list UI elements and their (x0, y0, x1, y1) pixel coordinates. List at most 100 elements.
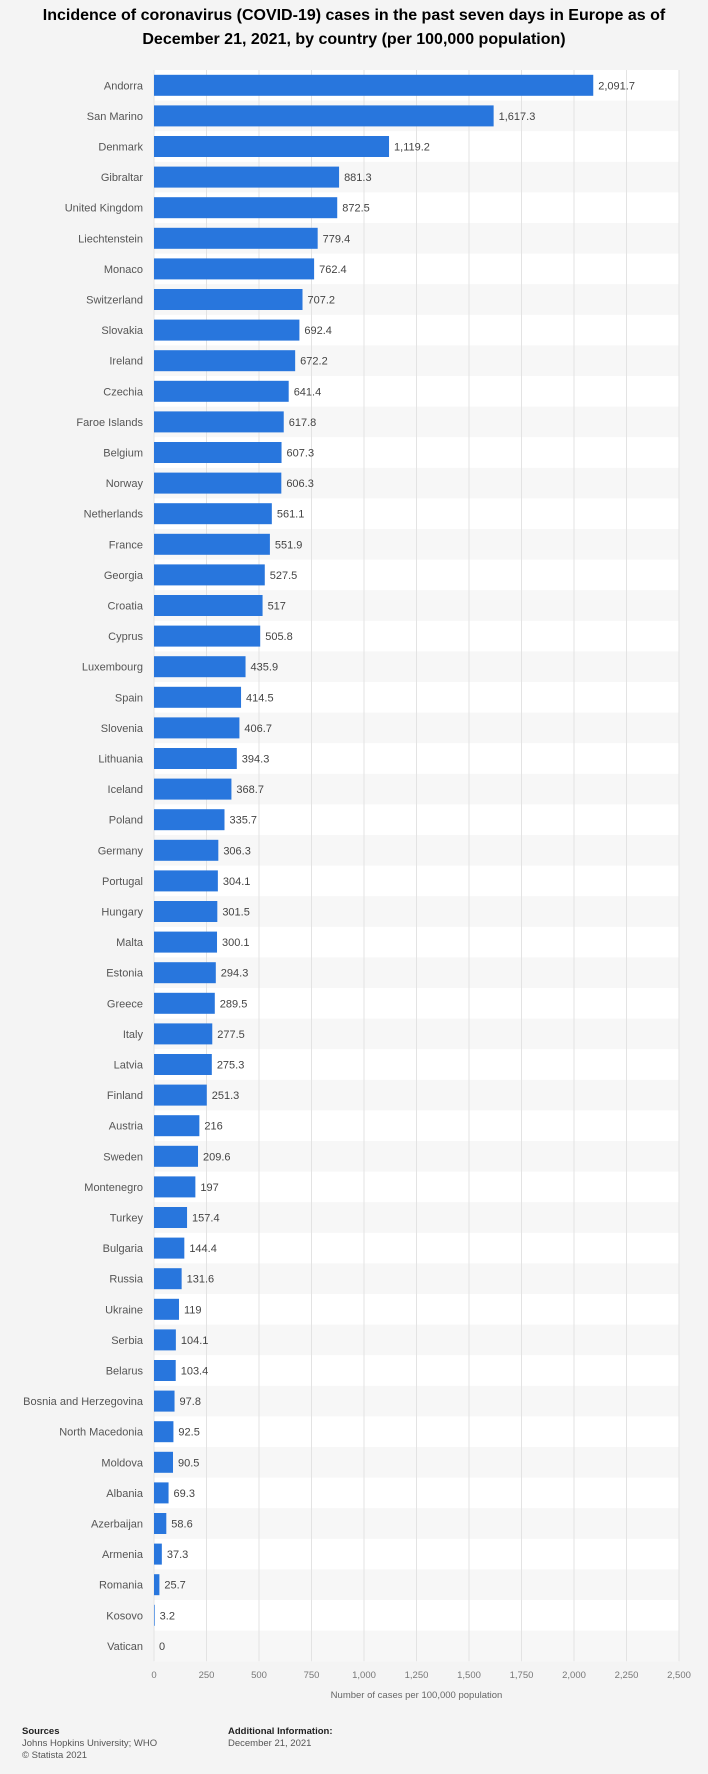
value-label: 607.3 (287, 448, 315, 460)
value-label: 90.5 (178, 1457, 199, 1469)
value-label: 551.9 (275, 539, 303, 551)
chart-title: Incidence of coronavirus (COVID-19) case… (42, 7, 666, 48)
category-label: Austria (109, 1121, 144, 1133)
x-tick-label: 750 (304, 1670, 320, 1681)
bar (154, 1482, 169, 1504)
x-tick-label: 1,000 (352, 1670, 376, 1681)
value-label: 304.1 (223, 876, 251, 888)
bar (154, 1054, 212, 1075)
category-label: Greece (107, 998, 143, 1010)
bar (154, 1298, 179, 1320)
value-label: 561.1 (277, 509, 305, 521)
category-label: Czechia (103, 386, 144, 398)
value-label: 306.3 (223, 845, 251, 857)
bar (154, 1421, 174, 1443)
bar (154, 656, 246, 678)
category-label: Vatican (107, 1641, 143, 1653)
bar (154, 1023, 213, 1045)
bar (154, 748, 237, 769)
bar (154, 778, 232, 800)
value-label: 435.9 (251, 662, 279, 674)
copyright-text: © Statista 2021 (22, 1750, 88, 1761)
bar (154, 533, 270, 555)
category-label: Finland (107, 1090, 143, 1102)
category-label: Cyprus (108, 631, 143, 643)
category-label: Russia (109, 1274, 144, 1286)
x-axis-title: Number of cases per 100,000 population (331, 1690, 503, 1701)
value-label: 2,091.7 (598, 80, 635, 92)
category-label: Bulgaria (103, 1243, 144, 1255)
value-label: 641.4 (294, 386, 322, 398)
bar (154, 1451, 174, 1473)
bar (154, 503, 272, 525)
value-label: 406.7 (244, 723, 272, 735)
x-tick-label: 1,750 (510, 1670, 534, 1681)
category-label: Poland (109, 815, 143, 827)
value-label: 1,617.3 (499, 111, 536, 123)
category-label: Ireland (109, 356, 143, 368)
category-label: Belgium (103, 448, 143, 460)
bar (154, 1574, 160, 1596)
value-label: 275.3 (217, 1060, 245, 1072)
category-label: Slovenia (101, 723, 144, 735)
category-label: Andorra (104, 80, 144, 92)
bar (154, 411, 284, 433)
x-tick-label: 250 (199, 1670, 215, 1681)
bar (154, 1268, 182, 1290)
bar (154, 136, 390, 157)
value-label: 881.3 (344, 172, 372, 184)
bar (154, 74, 594, 96)
category-label: France (109, 539, 143, 551)
category-label: Faroe Islands (76, 417, 143, 429)
category-label: Serbia (111, 1335, 144, 1347)
bar (154, 1237, 185, 1259)
category-label: Armenia (102, 1549, 144, 1561)
bar (154, 1084, 207, 1106)
value-label: 216 (204, 1121, 222, 1133)
bar (154, 227, 318, 249)
category-label: Albania (106, 1488, 144, 1500)
category-label: Malta (116, 937, 144, 949)
bar (154, 105, 494, 127)
bar (154, 564, 265, 586)
value-label: 0 (159, 1641, 165, 1653)
value-label: 394.3 (242, 754, 270, 766)
value-label: 779.4 (323, 233, 351, 245)
category-label: Moldova (101, 1457, 143, 1469)
category-label: San Marino (87, 111, 143, 123)
category-label: Azerbaijan (91, 1519, 143, 1531)
bar (154, 289, 303, 310)
bar (154, 1604, 155, 1626)
sources-heading: Sources (22, 1726, 60, 1737)
value-label: 289.5 (220, 998, 248, 1010)
category-label: Gibraltar (101, 172, 144, 184)
value-label: 692.4 (304, 325, 332, 337)
x-tick-label: 0 (151, 1670, 156, 1681)
value-label: 58.6 (171, 1519, 192, 1531)
x-tick-label: 2,250 (615, 1670, 639, 1681)
value-label: 414.5 (246, 692, 274, 704)
bar (154, 1329, 176, 1351)
bar (154, 625, 261, 647)
value-label: 144.4 (189, 1243, 217, 1255)
bar (154, 1145, 199, 1167)
value-label: 606.3 (286, 478, 314, 490)
bar (154, 992, 215, 1014)
bar (154, 1207, 188, 1228)
bar (154, 870, 218, 892)
value-label: 527.5 (270, 570, 298, 582)
category-label: Estonia (106, 968, 144, 980)
value-label: 37.3 (167, 1549, 188, 1561)
value-label: 368.7 (236, 784, 264, 796)
additional-info-heading: Additional Information: (228, 1726, 333, 1737)
category-label: United Kingdom (65, 203, 143, 215)
value-label: 209.6 (203, 1151, 231, 1163)
value-label: 294.3 (221, 968, 249, 980)
bar (154, 319, 300, 341)
value-label: 1,119.2 (394, 142, 430, 154)
value-label: 505.8 (265, 631, 293, 643)
bar (154, 472, 282, 494)
bar (154, 1176, 196, 1198)
sources-text: Johns Hopkins University; WHO (22, 1738, 158, 1749)
category-label: Portugal (102, 876, 143, 888)
